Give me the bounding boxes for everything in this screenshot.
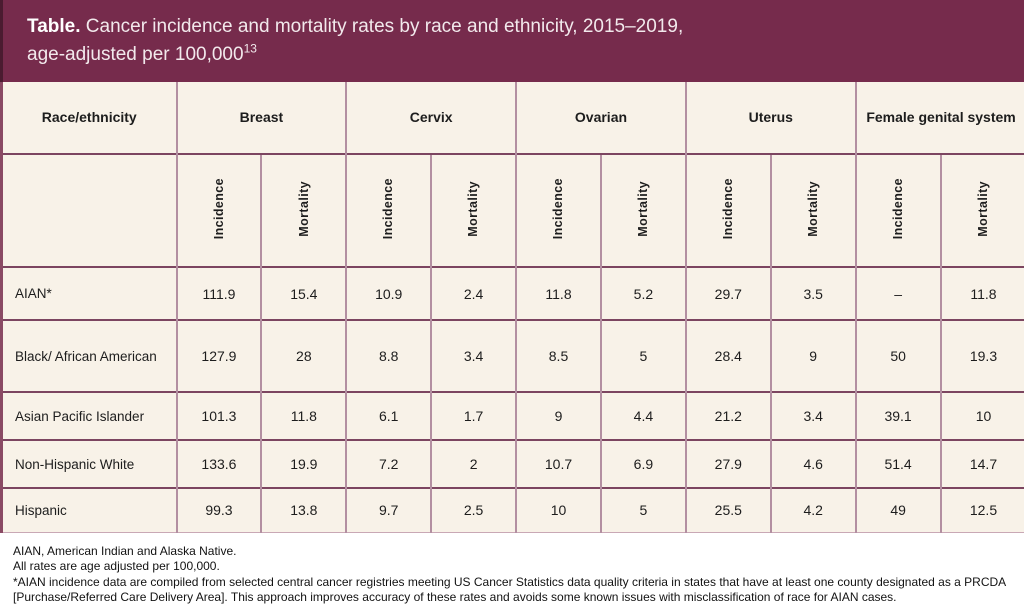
corner-header-race-ethnicity: Race/ethnicity <box>2 82 177 154</box>
data-cell: 133.6 <box>177 440 262 488</box>
sub-header-row: Incidence Mortality Incidence Mortality … <box>2 154 1024 267</box>
data-cell: 10.7 <box>516 440 601 488</box>
data-cell: 13.8 <box>261 488 346 532</box>
subheader-ovarian-mortality: Mortality <box>601 154 686 267</box>
data-cell: 14.7 <box>941 440 1024 488</box>
data-cell: 10.9 <box>346 267 431 320</box>
subheader-ovarian-incidence: Incidence <box>516 154 601 267</box>
table-title-prefix: Table. <box>27 16 81 37</box>
data-cell: 2.5 <box>431 488 516 532</box>
data-cell: 4.4 <box>601 392 686 440</box>
data-cell: 127.9 <box>177 320 262 392</box>
data-cell: 50 <box>856 320 941 392</box>
subheader-uterus-mortality: Mortality <box>771 154 856 267</box>
data-cell: 29.7 <box>686 267 771 320</box>
subheader-breast-incidence: Incidence <box>177 154 262 267</box>
data-cell: 8.5 <box>516 320 601 392</box>
table-title-band: Table. Cancer incidence and mortality ra… <box>0 0 1024 82</box>
data-cell: 15.4 <box>261 267 346 320</box>
table-row-asian-pacific-islander: Asian Pacific Islander 101.3 11.8 6.1 1.… <box>2 392 1024 440</box>
footnote-aian-incidence-note: *AIAN incidence data are compiled from s… <box>13 575 1010 606</box>
data-cell: 39.1 <box>856 392 941 440</box>
footnotes: AIAN, American Indian and Alaska Native.… <box>0 533 1024 611</box>
data-cell: 27.9 <box>686 440 771 488</box>
group-header-breast: Breast <box>177 82 347 154</box>
data-cell: 3.5 <box>771 267 856 320</box>
data-cell: 7.2 <box>346 440 431 488</box>
footnote-aian-definition: AIAN, American Indian and Alaska Native. <box>13 544 1010 560</box>
corner-texture-cell <box>2 154 177 267</box>
data-cell: 6.1 <box>346 392 431 440</box>
data-cell: 5.2 <box>601 267 686 320</box>
data-cell: 28 <box>261 320 346 392</box>
table-title-text: Cancer incidence and mortality rates by … <box>86 16 683 37</box>
data-cell: 11.8 <box>261 392 346 440</box>
data-cell: – <box>856 267 941 320</box>
subheader-fgs-incidence: Incidence <box>856 154 941 267</box>
data-cell: 9 <box>516 392 601 440</box>
row-label: Asian Pacific Islander <box>2 392 177 440</box>
data-cell: 99.3 <box>177 488 262 532</box>
data-cell: 19.9 <box>261 440 346 488</box>
data-cell: 5 <box>601 488 686 532</box>
table-row-non-hispanic-white: Non-Hispanic White 133.6 19.9 7.2 2 10.7… <box>2 440 1024 488</box>
data-cell: 25.5 <box>686 488 771 532</box>
data-cell: 5 <box>601 320 686 392</box>
subheader-breast-mortality: Mortality <box>261 154 346 267</box>
cancer-rates-table: Race/ethnicity Breast Cervix Ovarian Ute… <box>0 82 1024 533</box>
table-row-aian: AIAN* 111.9 15.4 10.9 2.4 11.8 5.2 29.7 … <box>2 267 1024 320</box>
data-cell: 4.2 <box>771 488 856 532</box>
row-label: AIAN* <box>2 267 177 320</box>
data-cell: 12.5 <box>941 488 1024 532</box>
data-cell: 49 <box>856 488 941 532</box>
group-header-row: Race/ethnicity Breast Cervix Ovarian Ute… <box>2 82 1024 154</box>
table-title-line2: age-adjusted per 100,00013 <box>27 41 1000 69</box>
subheader-fgs-mortality: Mortality <box>941 154 1024 267</box>
footnote-age-adjusted: All rates are age adjusted per 100,000. <box>13 559 1010 575</box>
data-cell: 9 <box>771 320 856 392</box>
data-cell: 3.4 <box>431 320 516 392</box>
data-cell: 10 <box>941 392 1024 440</box>
data-cell: 111.9 <box>177 267 262 320</box>
subheader-cervix-incidence: Incidence <box>346 154 431 267</box>
data-cell: 2.4 <box>431 267 516 320</box>
data-cell: 2 <box>431 440 516 488</box>
row-label: Non-Hispanic White <box>2 440 177 488</box>
data-cell: 101.3 <box>177 392 262 440</box>
data-cell: 6.9 <box>601 440 686 488</box>
data-cell: 11.8 <box>516 267 601 320</box>
data-cell: 19.3 <box>941 320 1024 392</box>
group-header-female-genital-system: Female genital system <box>856 82 1024 154</box>
data-cell: 4.6 <box>771 440 856 488</box>
table-row-black-african-american: Black/ African American 127.9 28 8.8 3.4… <box>2 320 1024 392</box>
table-row-hispanic: Hispanic 99.3 13.8 9.7 2.5 10 5 25.5 4.2… <box>2 488 1024 532</box>
group-header-cervix: Cervix <box>346 82 516 154</box>
data-cell: 10 <box>516 488 601 532</box>
data-cell: 8.8 <box>346 320 431 392</box>
group-header-uterus: Uterus <box>686 82 856 154</box>
subheader-cervix-mortality: Mortality <box>431 154 516 267</box>
data-cell: 28.4 <box>686 320 771 392</box>
row-label: Hispanic <box>2 488 177 532</box>
row-label: Black/ African American <box>2 320 177 392</box>
table-title-line1: Table. Cancer incidence and mortality ra… <box>27 13 1000 41</box>
subheader-uterus-incidence: Incidence <box>686 154 771 267</box>
data-cell: 21.2 <box>686 392 771 440</box>
group-header-ovarian: Ovarian <box>516 82 686 154</box>
data-cell: 3.4 <box>771 392 856 440</box>
data-cell: 11.8 <box>941 267 1024 320</box>
citation-superscript: 13 <box>244 42 257 56</box>
data-cell: 1.7 <box>431 392 516 440</box>
data-cell: 9.7 <box>346 488 431 532</box>
data-cell: 51.4 <box>856 440 941 488</box>
